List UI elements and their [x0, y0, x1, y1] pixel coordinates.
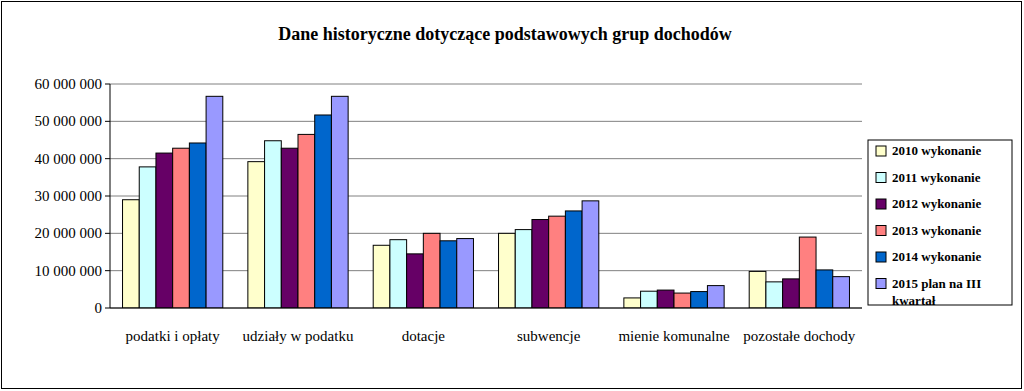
x-tick-label: subwencje	[517, 328, 581, 344]
x-tick-label: podatki i opłaty	[126, 328, 221, 344]
bar	[423, 233, 440, 308]
bar	[549, 216, 566, 308]
tick-mark	[105, 270, 110, 271]
legend-swatch	[876, 279, 886, 289]
legend-swatch	[876, 173, 886, 183]
legend-line: 2010 wykonanie	[892, 143, 981, 158]
bar	[565, 211, 582, 308]
legend-line: 2013 wykonanie	[892, 223, 981, 238]
bar	[674, 293, 691, 308]
legend-label: 2014 wykonanie	[892, 249, 981, 264]
legend-line: 2011 wykonanie	[892, 170, 981, 185]
bar	[816, 270, 833, 308]
bar	[373, 245, 390, 308]
bar	[457, 239, 474, 308]
y-tick-label: 50 000 000	[35, 113, 103, 129]
legend-swatch	[876, 146, 886, 156]
bar	[407, 254, 424, 308]
bar	[440, 241, 457, 308]
chart-frame	[2, 2, 1022, 389]
legend-label: 2011 wykonanie	[892, 170, 981, 185]
grid-line	[110, 308, 862, 309]
y-axis	[110, 84, 111, 308]
bar	[582, 201, 599, 308]
legend-line: 2014 wykonanie	[892, 249, 981, 264]
legend-swatch	[876, 199, 886, 209]
legend-label: 2013 wykonanie	[892, 223, 981, 238]
legend-line: kwartał	[892, 293, 936, 308]
label-line: subwencje	[517, 328, 581, 344]
bar	[691, 292, 708, 308]
bar	[281, 148, 298, 308]
bar	[331, 96, 348, 308]
bar	[515, 230, 532, 308]
bar	[499, 233, 516, 308]
legend-label: 2010 wykonanie	[892, 143, 981, 158]
label-line: mienie komunalne	[618, 328, 730, 344]
bar	[799, 237, 816, 308]
bar	[749, 271, 766, 308]
bar	[123, 200, 140, 308]
bar	[265, 141, 282, 308]
y-tick-label: 10 000 000	[35, 263, 103, 279]
x-axis	[110, 308, 862, 309]
legend-label: 2012 wykonanie	[892, 196, 981, 211]
tick-mark	[105, 233, 110, 234]
y-tick-label: 40 000 000	[35, 151, 103, 167]
bar	[783, 279, 800, 308]
bar	[532, 220, 549, 308]
bar	[766, 282, 783, 308]
bar	[156, 153, 173, 308]
tick-mark	[105, 84, 110, 85]
bar	[390, 240, 407, 308]
bar	[139, 167, 156, 308]
bar	[707, 286, 724, 308]
label-line: dotacje	[402, 328, 446, 344]
x-tick-label: mienie komunalne	[618, 328, 730, 344]
x-tick-label: pozostałe dochody	[743, 328, 856, 344]
legend-line: 2012 wykonanie	[892, 196, 981, 211]
title: Dane historyczne dotyczące podstawowych …	[278, 24, 732, 44]
bar	[624, 298, 641, 308]
label-line: pozostałe dochody	[743, 328, 856, 344]
legend-swatch	[876, 252, 886, 262]
bar	[248, 162, 265, 308]
bar	[833, 277, 850, 308]
bar	[641, 291, 658, 308]
x-tick-label: dotacje	[402, 328, 446, 344]
tick-mark	[105, 308, 110, 309]
y-tick-label: 60 000 000	[35, 76, 103, 92]
y-tick-label: 30 000 000	[35, 188, 103, 204]
x-tick-label: udziały w podatku	[243, 328, 354, 344]
tick-mark	[105, 158, 110, 159]
label-line: podatki i opłaty	[126, 328, 221, 344]
label-line: udziały w podatku	[243, 328, 354, 344]
tick-mark	[105, 121, 110, 122]
bar	[173, 148, 190, 308]
bars	[123, 96, 850, 308]
bar	[206, 96, 223, 308]
y-tick-label: 0	[95, 300, 103, 316]
grid-line	[110, 84, 862, 85]
legend-frame	[868, 140, 1012, 305]
legend-label: 2015 plan na III kwartał	[892, 276, 981, 308]
bar	[315, 115, 332, 308]
tick-mark	[105, 196, 110, 197]
legend-swatch	[876, 226, 886, 236]
legend-line: 2015 plan na III	[892, 276, 981, 291]
y-tick-label: 20 000 000	[35, 225, 103, 241]
bar	[657, 290, 674, 308]
chart: Dane historyczne dotyczące podstawowych …	[0, 0, 1024, 391]
bar	[298, 134, 315, 308]
bar	[189, 143, 206, 308]
